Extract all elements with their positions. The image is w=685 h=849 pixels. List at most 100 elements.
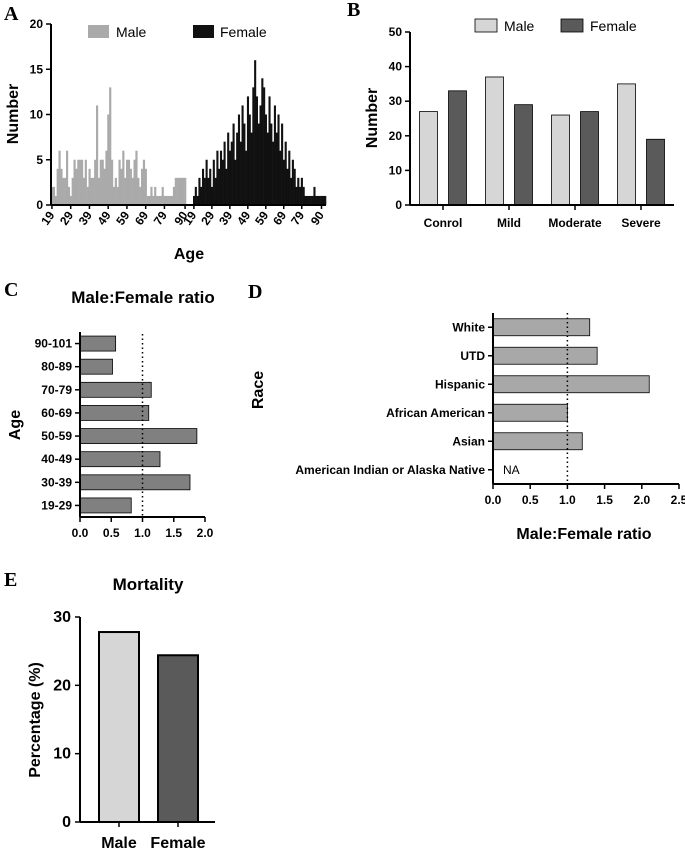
a-male-bar bbox=[82, 177, 86, 205]
a-male-bar bbox=[131, 177, 134, 205]
a-female-bar bbox=[295, 186, 298, 205]
a-female-bar bbox=[270, 123, 273, 205]
e-x-category-label: Male bbox=[101, 835, 137, 849]
b-y-tick-label: 40 bbox=[389, 60, 403, 74]
a-legend-female-swatch bbox=[193, 25, 214, 38]
a-male-bar bbox=[94, 159, 97, 205]
a-male-bar bbox=[107, 114, 110, 205]
b-female-bar bbox=[580, 111, 599, 206]
b-y-axis-label: Number bbox=[364, 88, 381, 148]
a-y-tick-label: 0 bbox=[36, 198, 43, 212]
d-ratio-bar bbox=[492, 403, 568, 422]
c-y-category-label: 80-89 bbox=[41, 360, 72, 374]
d-x-tick-label: 1.5 bbox=[596, 493, 613, 507]
c-y-category-label: 19-29 bbox=[41, 498, 72, 512]
a-male-bar bbox=[144, 168, 147, 205]
a-male-bar bbox=[180, 177, 183, 205]
e-y-axis-label: Percentage (%) bbox=[27, 662, 44, 778]
a-male-bar bbox=[174, 177, 177, 205]
a-y-tick-label: 5 bbox=[36, 153, 43, 167]
a-male-bar bbox=[88, 168, 91, 205]
c-x-tick-label: 1.0 bbox=[134, 526, 151, 540]
d-ratio-bar bbox=[492, 318, 591, 337]
a-female-bar bbox=[304, 195, 307, 205]
a-male-bar bbox=[126, 159, 129, 205]
a-male-bar bbox=[69, 195, 72, 205]
d-y-category-label: Asian bbox=[452, 434, 485, 448]
a-male-bar bbox=[71, 177, 74, 205]
e-y-tick-label: 0 bbox=[62, 814, 71, 831]
a-x-tick-label: 90 bbox=[308, 208, 327, 227]
b-y-tick-label: 0 bbox=[395, 198, 402, 212]
b-male-bar bbox=[419, 111, 438, 206]
e-y-tick-label: 20 bbox=[53, 677, 71, 694]
a-female-bar bbox=[212, 159, 215, 205]
a-male-bar bbox=[152, 195, 155, 205]
c-y-axis-label: Age bbox=[7, 410, 24, 440]
d-y-category-label: UTD bbox=[460, 349, 485, 363]
a-female-bar bbox=[264, 114, 267, 205]
a-female-bar bbox=[306, 195, 309, 205]
a-female-bar bbox=[286, 168, 289, 205]
a-legend-female-label: Female bbox=[220, 24, 267, 40]
a-x-tick-label: 79 bbox=[288, 208, 307, 227]
a-female-bar bbox=[315, 195, 318, 205]
a-female-bar bbox=[279, 150, 282, 205]
a-x-tick-label: 49 bbox=[95, 208, 114, 227]
a-female-bar bbox=[297, 177, 300, 205]
b-y-tick-label: 30 bbox=[389, 94, 403, 108]
d-ratio-bar bbox=[492, 375, 650, 394]
a-female-bar bbox=[261, 78, 264, 205]
a-male-bar bbox=[84, 159, 87, 205]
a-female-bar bbox=[254, 60, 257, 206]
a-male-bar bbox=[118, 159, 121, 205]
a-female-bar bbox=[281, 123, 284, 205]
a-male-bar bbox=[141, 168, 144, 205]
a-female-bar bbox=[227, 132, 230, 205]
panel-letter-b: B bbox=[347, 0, 360, 21]
a-male-bar bbox=[54, 195, 57, 205]
a-female-bar bbox=[266, 132, 269, 205]
a-female-bar bbox=[299, 186, 302, 205]
a-male-bar bbox=[96, 105, 99, 205]
a-female-bar bbox=[272, 141, 275, 205]
a-female-bar bbox=[322, 195, 325, 205]
a-male-bar bbox=[97, 177, 101, 205]
a-male-bar bbox=[159, 195, 162, 205]
b-male-bar bbox=[485, 76, 504, 206]
a-male-bar bbox=[77, 159, 80, 205]
a-male-bar bbox=[114, 177, 117, 205]
c-ratio-bar bbox=[79, 497, 132, 514]
a-female-bar bbox=[237, 114, 241, 205]
a-x-tick-label: 69 bbox=[270, 208, 289, 227]
c-ratio-bar bbox=[79, 358, 113, 375]
a-male-bar bbox=[92, 177, 95, 205]
a-female-bar bbox=[193, 195, 196, 205]
c-x-tick-label: 0.5 bbox=[103, 526, 120, 540]
a-y-tick-label: 20 bbox=[30, 17, 44, 31]
a-y-axis-label: Number bbox=[5, 84, 22, 144]
a-male-bar bbox=[120, 168, 123, 205]
a-female-bar bbox=[198, 177, 201, 205]
a-female-bar bbox=[207, 177, 210, 205]
c-ratio-bar bbox=[79, 335, 117, 352]
a-female-bar bbox=[203, 177, 206, 205]
c-x-tick-label: 2.0 bbox=[197, 526, 214, 540]
a-female-bar bbox=[309, 195, 312, 205]
c-ratio-bar bbox=[79, 381, 152, 398]
a-female-bar bbox=[239, 141, 242, 205]
a-female-bar bbox=[246, 96, 250, 205]
a-male-bar bbox=[52, 186, 56, 205]
a-male-bar bbox=[127, 159, 131, 205]
a-male-bar bbox=[111, 159, 114, 205]
a-male-bar bbox=[109, 87, 112, 205]
a-male-bar bbox=[129, 168, 132, 205]
a-female-bar bbox=[317, 195, 320, 205]
d-na-label: NA bbox=[503, 463, 520, 477]
a-female-bar bbox=[284, 141, 287, 205]
a-male-bar bbox=[172, 186, 176, 205]
a-female-bar bbox=[200, 186, 203, 205]
d-y-axis-label: Race bbox=[250, 371, 267, 409]
a-female-bar bbox=[313, 186, 316, 205]
